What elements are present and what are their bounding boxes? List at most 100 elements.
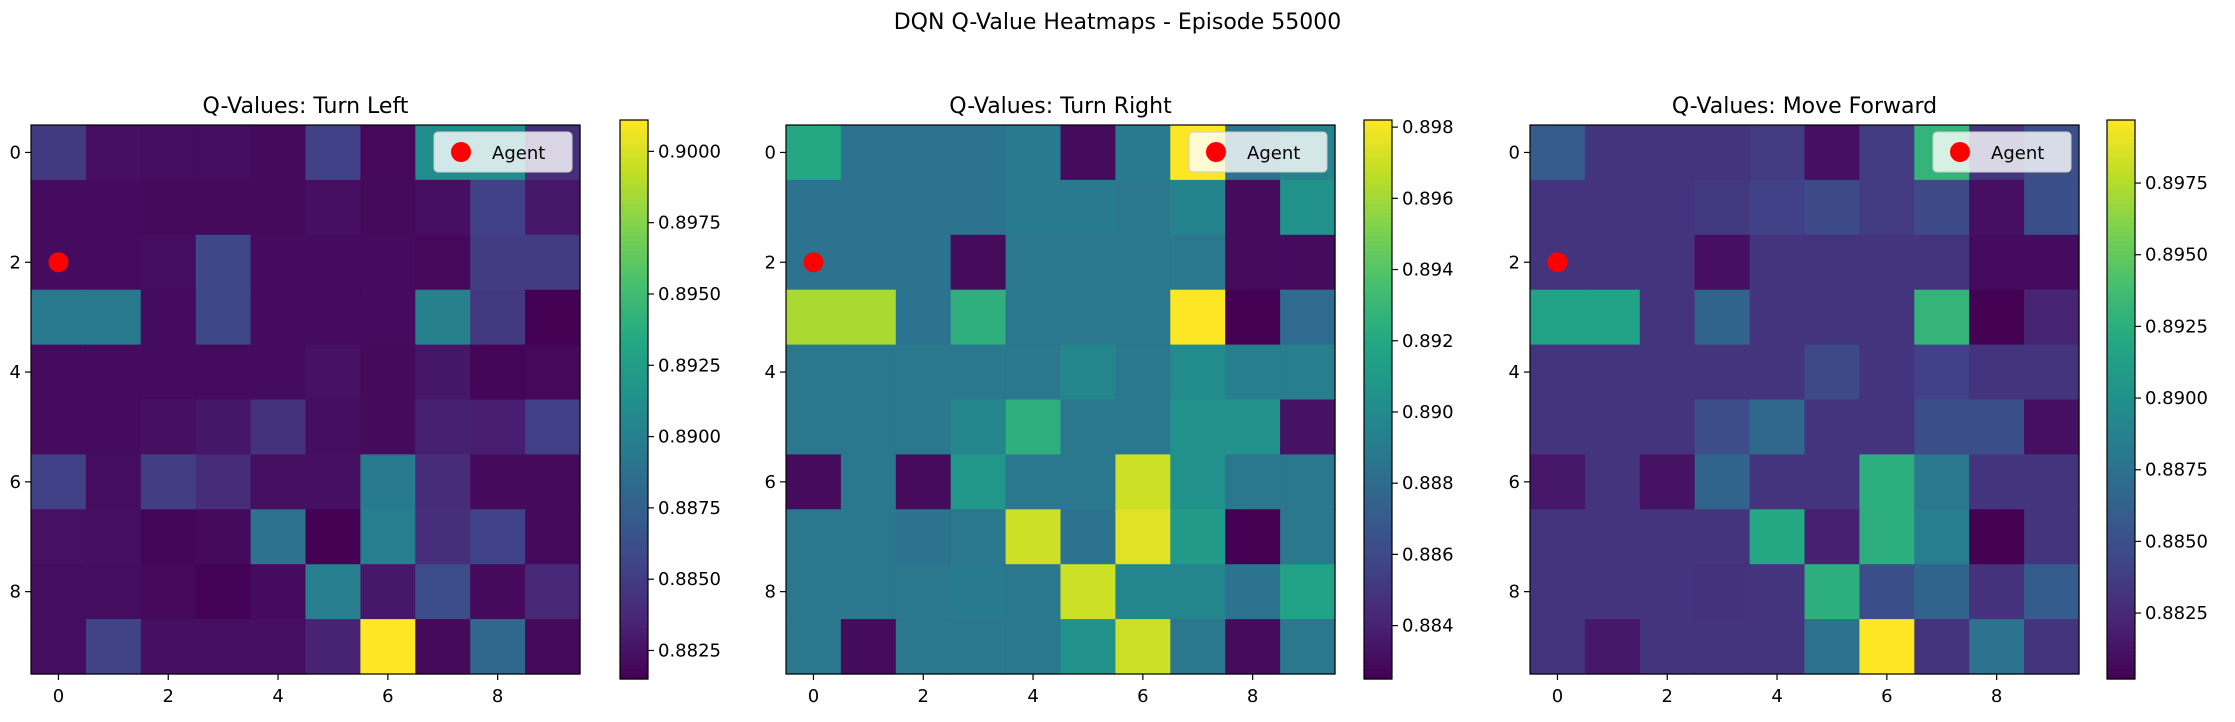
heatmap-cell bbox=[250, 289, 307, 346]
colorbar-1: 0.898 0.896 0.894 0.892 0.890 0.888 0.886 0.884 bbox=[1363, 117, 1454, 680]
heatmap-cell bbox=[786, 399, 842, 455]
y-tick-label: 0 bbox=[10, 142, 21, 163]
colorbar-segment bbox=[2107, 269, 2135, 275]
colorbar-segment bbox=[620, 227, 648, 233]
colorbar-segment bbox=[1364, 585, 1392, 592]
colorbar-segment bbox=[1364, 320, 1392, 326]
colorbar-segment bbox=[2107, 352, 2135, 359]
heatmap-cell bbox=[250, 179, 307, 236]
x-tick-label: 4 bbox=[1027, 686, 1038, 707]
colorbar-segment bbox=[620, 460, 648, 466]
colorbar-segment bbox=[2107, 665, 2135, 671]
colorbar-segment bbox=[2107, 380, 2135, 387]
heatmap-cell bbox=[1694, 289, 1751, 346]
heatmap-cell bbox=[1914, 454, 1970, 510]
colorbar-segment bbox=[2107, 208, 2135, 214]
colorbar-segment bbox=[2107, 189, 2135, 196]
colorbar-segment bbox=[2107, 236, 2135, 242]
heatmap-cell bbox=[2024, 234, 2080, 291]
heatmap-cell bbox=[840, 619, 897, 675]
colorbar-segment bbox=[2107, 515, 2135, 522]
heatmap-cell bbox=[1115, 564, 1171, 620]
colorbar-segment bbox=[1364, 357, 1392, 363]
heatmap-cell bbox=[1225, 179, 1281, 236]
colorbar-segment bbox=[1364, 278, 1392, 284]
colorbar-segment bbox=[1364, 543, 1392, 550]
axes-frame bbox=[1529, 124, 2080, 675]
heatmap-cell bbox=[1749, 399, 1806, 455]
heatmap-cell bbox=[950, 399, 1007, 455]
colorbar-segment bbox=[620, 306, 648, 312]
heatmap-cell bbox=[840, 234, 897, 291]
heatmap-cell bbox=[786, 125, 842, 181]
heatmap-cell bbox=[470, 564, 526, 620]
heatmap-cell bbox=[470, 454, 526, 510]
heatmap-cell bbox=[1859, 509, 1915, 565]
colorbar-segment bbox=[2107, 469, 2135, 475]
heatmap-cell bbox=[1225, 509, 1281, 565]
heatmap-cell bbox=[195, 564, 252, 620]
colorbar-segment bbox=[620, 157, 648, 163]
colorbar-segment bbox=[620, 623, 648, 629]
y-tick-label: 4 bbox=[1509, 362, 1520, 383]
colorbar-segment bbox=[1364, 474, 1392, 480]
colorbar-segment bbox=[1364, 595, 1392, 601]
heatmap-cell bbox=[1969, 454, 2025, 510]
colorbar-segment bbox=[2107, 646, 2135, 652]
colorbar-segment bbox=[1364, 343, 1392, 349]
heatmap-panel-2: Q-Values: Move Forward 0 2 4 6 8 0 2 4 6 8 Agent bbox=[1509, 94, 2080, 707]
colorbar-segment bbox=[2107, 655, 2135, 661]
colorbar-segment bbox=[1364, 371, 1392, 377]
heatmap-cell bbox=[85, 289, 142, 346]
colorbar-segment bbox=[620, 632, 648, 638]
colorbar-segment bbox=[1364, 548, 1392, 554]
heatmap-cell bbox=[250, 125, 307, 181]
colorbar-segment bbox=[1364, 446, 1392, 452]
heatmap-cell bbox=[1225, 564, 1281, 620]
colorbar-segment bbox=[620, 436, 648, 443]
colorbar-segment bbox=[2107, 562, 2135, 568]
heatmap-cell bbox=[470, 509, 526, 565]
heatmap-cell bbox=[360, 234, 416, 291]
heatmap-cell bbox=[1914, 564, 1970, 620]
colorbar-segment bbox=[620, 371, 648, 377]
legend-label: Agent bbox=[492, 143, 545, 164]
heatmap-cell bbox=[415, 509, 471, 565]
heatmap-cell bbox=[1115, 125, 1171, 181]
colorbar-segment bbox=[1364, 665, 1392, 671]
heatmap-cell bbox=[2024, 399, 2080, 455]
colorbar-segment bbox=[620, 553, 648, 559]
colorbar-segment bbox=[1364, 147, 1392, 154]
colorbar-segment bbox=[2107, 492, 2135, 498]
colorbar-segment bbox=[2107, 576, 2135, 582]
colorbar-segment bbox=[2107, 595, 2135, 601]
heatmap-cell bbox=[840, 454, 897, 510]
colorbar-segment bbox=[620, 189, 648, 196]
colorbar-segment bbox=[2107, 199, 2135, 205]
colorbar-segment bbox=[1364, 227, 1392, 233]
heatmap-cell bbox=[1005, 179, 1062, 236]
heatmap-cell bbox=[1914, 344, 1970, 401]
heatmap-cell bbox=[305, 619, 361, 675]
heatmap-cell bbox=[1859, 179, 1915, 236]
colorbar-segment bbox=[620, 203, 648, 210]
panel-title: Q-Values: Turn Right bbox=[949, 94, 1172, 119]
colorbar-tick-label: 0.890 bbox=[1402, 402, 1454, 423]
heatmap-cell bbox=[1280, 289, 1336, 346]
heatmap-cell bbox=[1115, 344, 1171, 401]
heatmap-cell bbox=[525, 454, 581, 510]
colorbar-segment bbox=[620, 655, 648, 661]
colorbar-segment bbox=[620, 315, 648, 321]
colorbar-segment bbox=[620, 269, 648, 275]
heatmap-cell bbox=[415, 179, 471, 236]
heatmap-panel-0: Q-Values: Turn Left 0 2 4 6 8 0 2 4 6 8 Agent bbox=[10, 94, 581, 707]
colorbar-tick-label: 0.898 bbox=[1402, 117, 1454, 138]
colorbar-segment bbox=[1364, 138, 1392, 144]
colorbar-segment bbox=[1364, 301, 1392, 307]
colorbar-segment bbox=[620, 366, 648, 373]
colorbar-segment bbox=[1364, 264, 1392, 270]
colorbar-segment bbox=[620, 548, 648, 554]
colorbar-segment bbox=[620, 497, 648, 503]
x-tick-label: 0 bbox=[1552, 686, 1563, 707]
